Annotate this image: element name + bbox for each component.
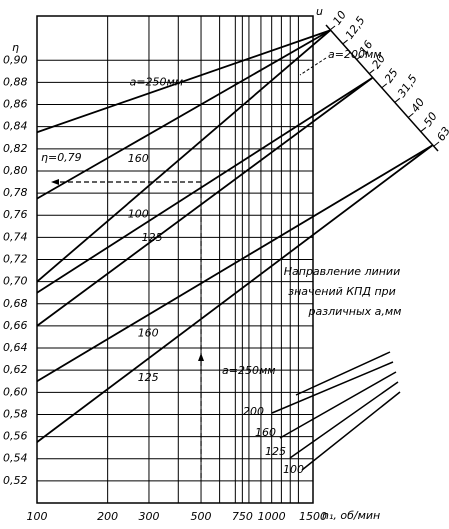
- u-tick: [329, 25, 336, 31]
- u-tick: [381, 83, 388, 89]
- series-line: [36, 77, 373, 294]
- line-label: 125: [142, 231, 163, 244]
- legend-label: 160: [255, 426, 276, 439]
- x-tick-label: 200: [97, 510, 118, 523]
- u-tick: [408, 112, 414, 118]
- legend-title: различных a,мм: [308, 305, 402, 318]
- y-tick-label: 0,58: [3, 407, 28, 420]
- u-tick: [420, 127, 427, 132]
- y-tick-label: 0,52: [3, 474, 28, 487]
- y-tick-label: 0,68: [3, 297, 28, 310]
- series-line: [36, 29, 331, 134]
- y-tick-label: 0,64: [3, 341, 28, 354]
- readout-arrow: [198, 353, 205, 361]
- legend-title: значений КПД при: [288, 285, 396, 298]
- x-tick-label: 1000: [258, 510, 286, 523]
- series-line: [36, 144, 433, 443]
- u-tick: [342, 39, 348, 45]
- y-tick-label: 0,80: [3, 164, 28, 177]
- line-label: 160: [128, 152, 149, 165]
- y-tick-label: 0,60: [3, 385, 28, 398]
- u-tick-label: 10: [330, 9, 349, 28]
- x-axis-label: n₁, об/мин: [322, 509, 380, 522]
- x-tick-label: 100: [27, 510, 48, 523]
- y-tick-label: 0,82: [3, 142, 28, 155]
- y-axis-label: η: [12, 41, 19, 54]
- readout-label: η=0,79: [41, 151, 82, 164]
- y-tick-label: 0,86: [3, 98, 28, 111]
- y-tick-label: 0,66: [3, 319, 28, 332]
- line-label: 125: [138, 371, 159, 384]
- legend-label: 125: [265, 445, 286, 458]
- u-tick-label: 50: [421, 110, 440, 129]
- y-tick-label: 0,90: [3, 53, 28, 66]
- legend-title: Направление линии: [284, 265, 400, 278]
- legend-label: 100: [283, 463, 304, 476]
- u-tick-label: 63: [434, 125, 449, 144]
- series-line: [36, 144, 433, 383]
- line-label: 160: [138, 327, 159, 340]
- u-tick-label: 25: [382, 66, 401, 85]
- x-tick-label: 300: [138, 510, 159, 523]
- line-label: a=250мм: [130, 76, 184, 89]
- y-tick-label: 0,62: [3, 363, 28, 376]
- y-tick-label: 0,84: [3, 120, 28, 133]
- u-tick: [356, 55, 362, 61]
- u-tick: [368, 69, 375, 75]
- u-axis-label: u: [316, 5, 323, 18]
- y-tick-label: 0,72: [3, 253, 28, 266]
- series-line: [36, 77, 373, 327]
- series-line: [36, 29, 331, 200]
- line-label: 100: [128, 208, 149, 221]
- x-tick-label: 1500: [299, 510, 327, 523]
- x-tick-label: 500: [191, 510, 212, 523]
- x-tick-label: 750: [232, 510, 253, 523]
- y-tick-label: 0,70: [3, 275, 28, 288]
- y-tick-label: 0,74: [3, 230, 28, 243]
- u-tick: [433, 141, 440, 147]
- y-tick-label: 0,76: [3, 208, 28, 221]
- readout-arrow: [51, 179, 59, 186]
- y-tick-label: 0,56: [3, 430, 28, 443]
- direction-lines: [271, 351, 401, 471]
- u-tick: [394, 97, 401, 103]
- y-tick-label: 0,78: [3, 186, 28, 199]
- u-tick-label: 40: [409, 96, 428, 115]
- annotation: a=200мм: [328, 48, 382, 61]
- y-tick-label: 0,54: [3, 452, 28, 465]
- readout-line: [57, 181, 202, 478]
- series-line: [36, 29, 331, 283]
- y-tick-label: 0,88: [3, 75, 28, 88]
